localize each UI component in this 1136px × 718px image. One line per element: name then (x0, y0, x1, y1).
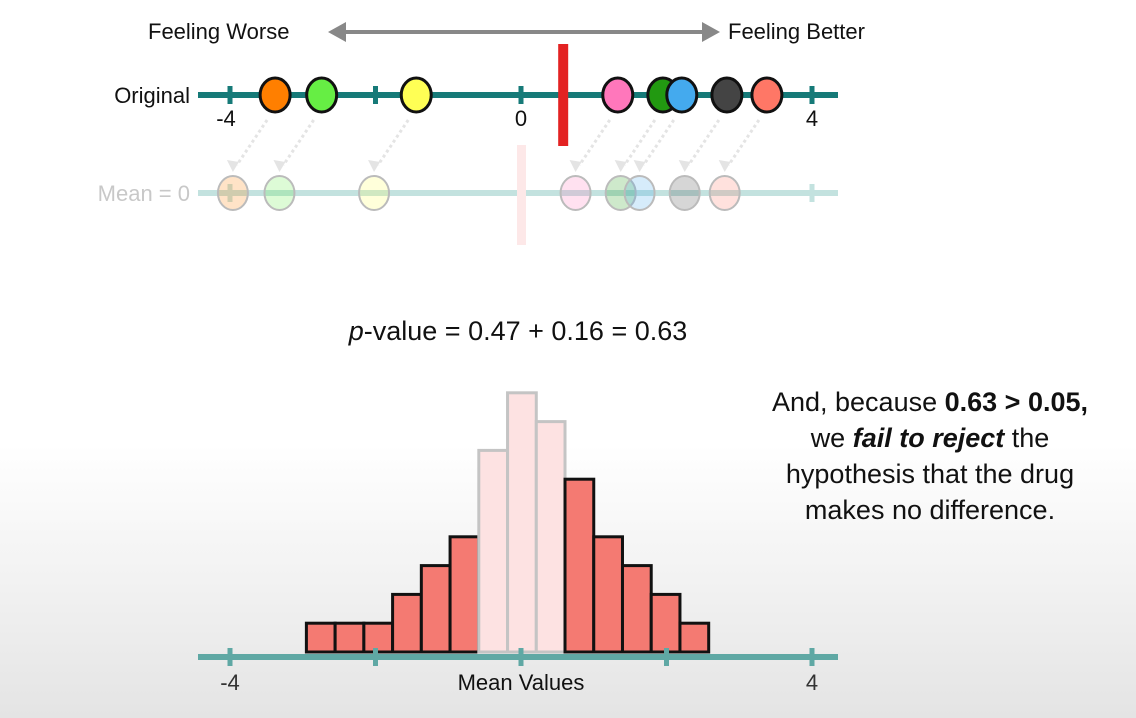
x-axis-label: Mean Values (458, 670, 585, 695)
mean-zero-data-point (708, 175, 741, 211)
tick-label-0: 0 (515, 106, 527, 131)
mean-zero-data-point (216, 175, 249, 211)
mean-zero-data-point (559, 175, 592, 211)
shift-arrowhead (569, 160, 582, 172)
shift-arrowhead (614, 160, 627, 172)
histogram-bar (592, 535, 624, 654)
histogram-axis (198, 648, 838, 666)
feeling-worse-label: Feeling Worse (148, 19, 289, 44)
mean-zero-row-label: Mean = 0 (98, 181, 190, 206)
p-value-equation: p-value = 0.47 + 0.16 = 0.63 (0, 316, 1036, 347)
hist-tick-label-neg4: -4 (220, 670, 240, 695)
conclusion-l3: hypothesis that the drug (785, 459, 1075, 489)
feeling-better-label: Feeling Better (728, 19, 865, 44)
shift-arrow (642, 119, 676, 166)
data-point (601, 76, 635, 114)
mean-zero-line (517, 145, 526, 245)
mean-zero-data-point (623, 175, 656, 211)
p-value-expression: -value = 0.47 + 0.16 = 0.63 (363, 316, 688, 346)
data-point (750, 76, 784, 114)
histogram-bar (419, 564, 452, 654)
shift-arrow (623, 119, 657, 166)
histogram-bar (678, 621, 711, 654)
histogram-bar (391, 592, 423, 654)
histogram-bar (477, 448, 510, 654)
original-points (258, 44, 784, 146)
histogram-bar (563, 477, 596, 654)
shift-arrowhead (368, 160, 381, 172)
shift-arrowhead (633, 160, 646, 172)
conclusion-text: And, because 0.63 > 0.05, we fail to rej… (720, 384, 1136, 528)
data-point (258, 76, 292, 114)
hist-tick-label-4: 4 (806, 670, 818, 695)
mean-zero-data-point (668, 175, 701, 211)
conclusion-comma: , (1080, 387, 1089, 417)
shift-arrowhead (718, 160, 731, 172)
shift-arrow (578, 119, 612, 166)
shift-arrows (226, 119, 761, 172)
shift-arrow (282, 119, 315, 166)
tick-label-4: 4 (806, 106, 818, 131)
histogram-bar (649, 592, 682, 654)
observed-mean-line (558, 44, 569, 146)
mean-zero-number-line (198, 145, 838, 245)
data-point (399, 76, 433, 114)
histogram-bar (534, 420, 567, 654)
data-point (710, 76, 744, 114)
mean-zero-data-point (604, 175, 637, 211)
histogram-bar (448, 535, 481, 654)
histogram-bar (333, 621, 366, 654)
mean-zero-data-point (263, 175, 296, 211)
shift-arrowhead (226, 160, 239, 172)
conclusion-l2c: the (1004, 423, 1050, 453)
histogram-bar (620, 564, 653, 654)
histogram-bar (506, 391, 538, 654)
shift-arrow (235, 119, 269, 166)
conclusion-comparison: 0.63 > 0.05 (944, 387, 1081, 417)
data-point (665, 76, 699, 114)
original-row-label: Original (114, 83, 190, 108)
double-arrow-icon (328, 22, 720, 42)
data-point (305, 76, 339, 114)
tick-label-neg4: -4 (216, 106, 236, 131)
shift-arrowhead (273, 160, 286, 172)
histogram-bar (362, 621, 395, 654)
mean-zero-points (216, 175, 741, 211)
shift-arrowhead (678, 160, 691, 172)
shift-arrow (727, 119, 761, 166)
histogram-bar (304, 621, 337, 654)
histogram (304, 391, 711, 654)
conclusion-fail-to-reject: fail to reject (852, 423, 1005, 453)
conclusion-l2a: we (810, 423, 853, 453)
conclusion-l4: makes no difference. (804, 495, 1056, 525)
conclusion-l1a: And, because (771, 387, 945, 417)
shift-arrow (687, 119, 721, 166)
mean-zero-data-point (358, 175, 391, 211)
p-symbol: p (348, 316, 364, 346)
shift-arrow (376, 119, 410, 166)
